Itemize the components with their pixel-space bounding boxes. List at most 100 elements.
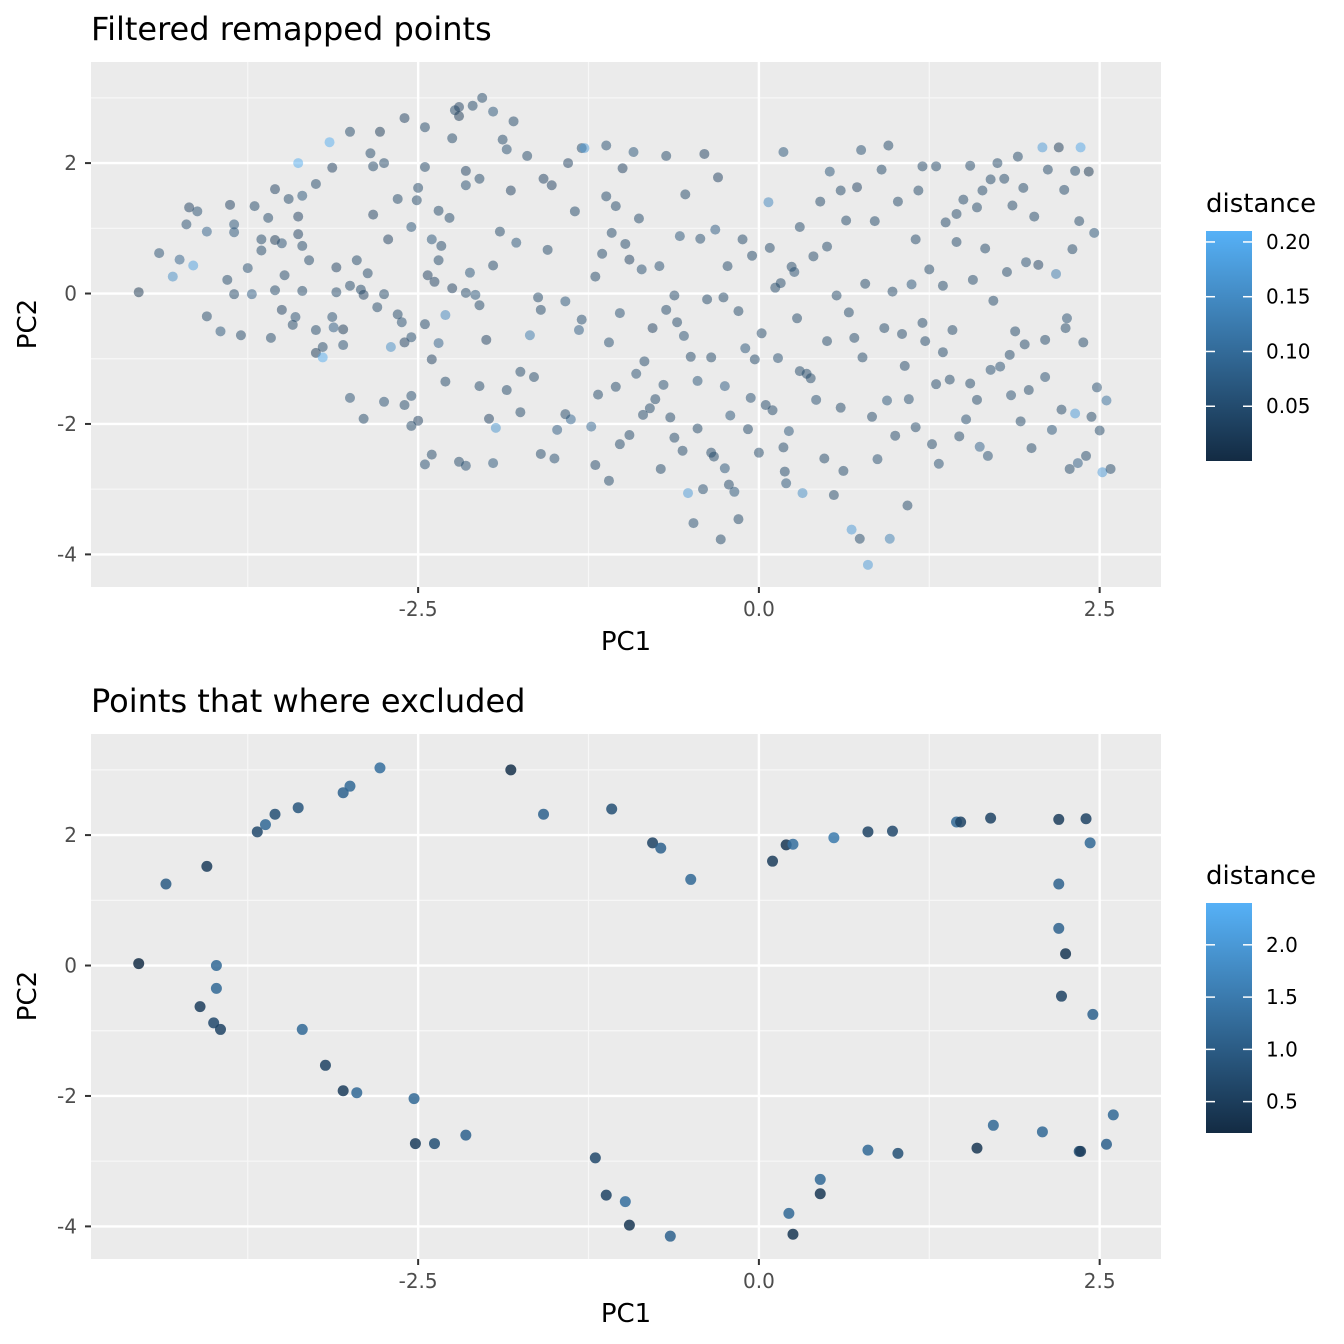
data-point [263,212,274,223]
data-point [467,100,478,111]
data-point [698,484,709,495]
data-point [747,250,758,261]
data-point [808,251,819,262]
y-tick-label: 0 [64,282,77,306]
data-point [546,180,557,191]
data-point [737,234,748,245]
legend-tick-label: 0.15 [1266,285,1311,309]
data-point [573,325,584,336]
data-point [1100,1138,1112,1150]
data-point [229,219,240,230]
data-point [474,381,485,392]
data-point [992,158,1003,169]
data-point [426,354,437,365]
legend-ticks: 0.20 0.15 0.10 0.05 [1206,230,1311,418]
data-point [772,353,783,364]
legend-tick-label: 0.10 [1266,339,1311,363]
grid-lines [91,62,1161,587]
data-point [1078,337,1089,348]
data-point [862,559,873,570]
data-point [685,351,696,362]
data-point [399,113,410,124]
data-point [879,323,890,334]
data-point [246,289,257,300]
data-point [965,160,976,171]
data-point [1037,142,1048,153]
data-point [215,326,226,337]
data-point [778,147,789,157]
data-point [184,202,195,213]
data-point [249,201,260,212]
data-point [927,439,938,450]
data-point [1026,443,1037,454]
data-point [464,267,475,278]
data-point [358,413,369,424]
data-point [297,190,308,201]
data-point [775,278,786,289]
y-tick-label: -4 [57,542,77,566]
data-point [501,144,512,155]
legend-colorbar [1206,903,1252,1133]
x-tick-label: 0.0 [743,597,775,621]
data-point [283,193,294,204]
data-point [1060,948,1072,960]
data-point [999,173,1010,184]
data-point [533,292,544,303]
data-point [586,421,597,432]
data-point [474,173,485,184]
x-tick-label: 0.0 [743,1269,775,1293]
data-point [725,410,736,421]
data-point [719,381,730,392]
data-point [958,194,969,205]
data-point [374,762,386,774]
data-point [633,213,644,224]
data-point [783,426,794,437]
data-point [695,233,706,244]
data-point [406,420,417,431]
data-point [658,379,669,390]
data-point [1072,458,1083,469]
data-point [677,445,688,456]
data-point [470,289,481,300]
data-point [980,243,991,254]
data-point [692,375,703,386]
data-point [805,373,816,384]
data-point [563,158,574,169]
data-point [940,217,951,228]
data-point [351,255,362,266]
y-tick-label: 2 [64,823,77,847]
data-point [647,323,658,334]
data-point [601,191,612,202]
data-point [579,143,590,154]
data-point [344,280,355,291]
data-point [683,488,694,499]
data-point [447,133,458,144]
data-point [886,825,898,837]
data-point [331,287,342,298]
data-point [511,237,522,248]
data-point [494,226,505,237]
data-point [815,196,826,207]
data-point [876,164,887,175]
data-point [251,826,263,838]
data-point [160,878,172,890]
data-point [639,356,650,367]
data-point [843,307,854,318]
data-point [408,1093,420,1105]
data-point [327,162,338,173]
y-axis-label: PC2 [13,971,43,1021]
data-point [1064,463,1075,474]
data-point [787,838,799,850]
data-point [678,330,689,341]
data-point [982,450,993,461]
data-point [324,137,335,148]
data-point [460,1129,472,1141]
data-point [549,453,560,464]
data-point [860,278,871,289]
x-tick-label: -2.5 [399,597,438,621]
data-point [428,1138,440,1150]
data-point [419,122,430,133]
data-point [753,447,764,458]
data-point [610,381,621,392]
data-point [279,270,290,281]
